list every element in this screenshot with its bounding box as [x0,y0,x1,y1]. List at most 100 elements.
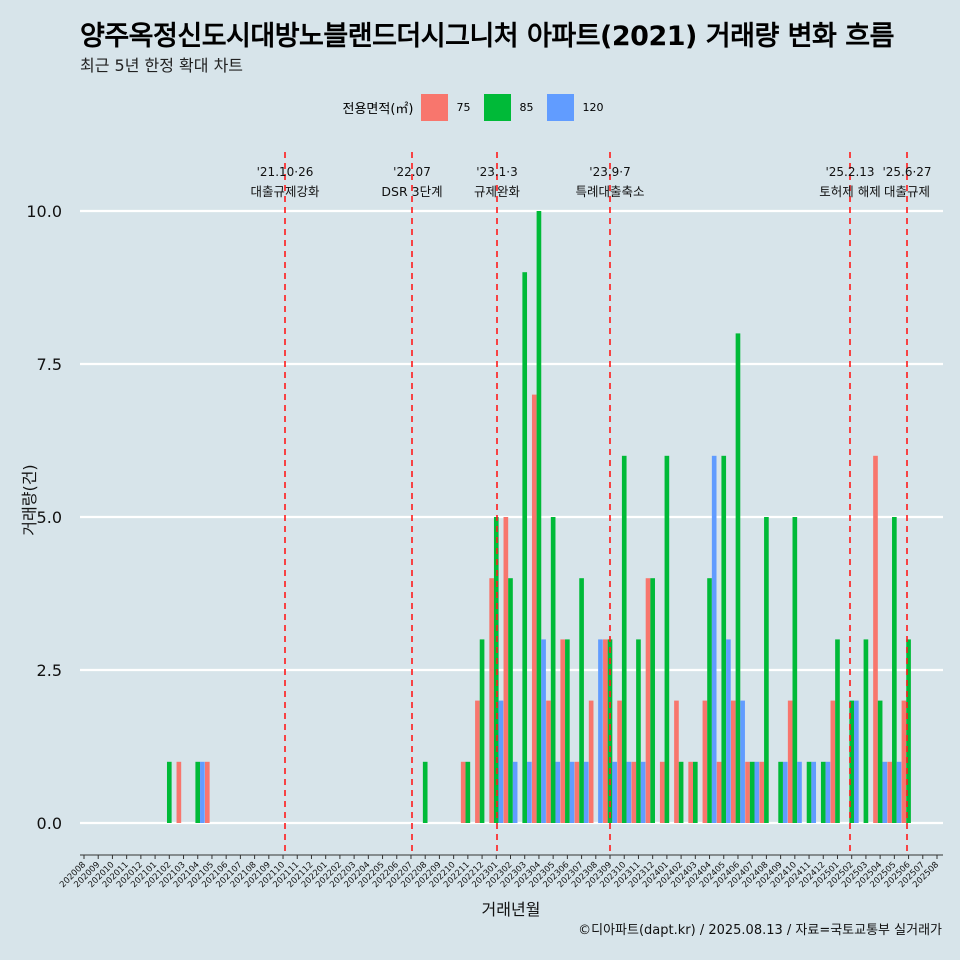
bar-75-202407 [745,761,750,823]
event-name-label: 대출규제 [884,184,930,199]
event-date-label: '21.10·26 [257,165,314,179]
bar-120-202405 [726,639,731,823]
bar-85-202401 [664,455,670,823]
bar-75-202401 [659,761,665,823]
bar-85-202302 [508,578,513,823]
legend-label-85: 85 [519,100,534,114]
bar-85-202309 [607,639,613,823]
bar-85-202410 [792,517,798,823]
legend-item-75: 75 [421,93,474,121]
bar-75-202410 [787,700,793,823]
bar-120-202410 [797,761,802,823]
bar-85-202311 [636,639,641,823]
event-date-label: '22.07 [393,165,431,179]
bar-75-202305 [546,700,551,823]
bar-120-202406 [740,700,745,823]
bar-85-202104 [195,761,201,823]
bar-85-202304 [536,211,542,823]
bar-120-202104 [200,761,205,823]
bar-120-202301 [498,700,504,823]
x-axis-title: 거래년월 [482,900,541,919]
bar-75-202506 [901,700,907,823]
bar-85-202208 [422,761,428,823]
bar-75-202310 [617,700,622,823]
bar-120-202505 [896,761,902,823]
bar-120-202304 [541,639,546,823]
source-caption: ©디아파트(dapt.kr) / 2025.08.13 / 자료=국토교통부 실… [578,923,942,938]
bar-120-202407 [754,761,760,823]
legend-label-120: 120 [582,100,604,114]
bar-75-202504 [873,455,878,823]
bar-85-202406 [735,333,741,823]
bar-85-202310 [621,455,627,823]
bar-120-202409 [782,761,788,823]
bar-85-202502 [849,700,855,823]
legend-key-85 [484,93,512,121]
bar-85-202403 [692,761,698,823]
legend-item-120: 120 [547,93,607,121]
chart-title: 양주옥정신도시대방노블랜드더시그니처 아파트(2021) 거래량 변화 흐름 [80,21,894,52]
bar-85-202211 [465,761,471,823]
bar-120-202502 [854,700,859,823]
event-name-label: 규제완화 [474,184,521,199]
bar-75-202103 [176,761,182,823]
legend: 전용면적(㎡) 75 85 120 [0,92,960,122]
y-tick-label: 5.0 [37,508,62,527]
event-date-label: '23.1·3 [476,165,517,179]
y-tick-label: 7.5 [37,355,62,374]
bar-75-202405 [716,761,722,823]
bar-120-202307 [583,761,589,823]
bar-85-202405 [721,455,727,823]
bar-85-202408 [764,517,769,823]
bar-85-202402 [678,761,684,823]
bar-75-202406 [731,700,736,823]
bar-75-202403 [688,761,693,823]
bar-75-202304 [531,394,537,823]
bar-75-202311 [631,761,637,823]
bar-75-202404 [702,700,708,823]
bar-120-202411 [811,761,817,823]
bar-75-202212 [475,700,480,823]
bar-120-202311 [640,761,646,823]
event-name-label: 특례대출축소 [575,184,644,199]
bar-75-202105 [204,761,210,823]
bar-85-202409 [778,761,783,823]
bar-75-202501 [830,700,836,823]
bar-75-202306 [560,639,566,823]
bar-75-202302 [503,517,509,823]
bar-85-202312 [650,578,655,823]
bar-85-202504 [877,700,883,823]
bar-120-202310 [626,761,632,823]
event-name-label: 토허제 해제 [819,184,880,199]
bar-120-202303 [527,761,532,823]
y-axis-title: 거래량(건) [20,464,39,535]
bar-120-202309 [612,761,617,823]
bar-75-202309 [603,639,608,823]
chart-subtitle: 최근 5년 한정 확대 차트 [80,56,244,75]
bar-75-202312 [645,578,651,823]
y-tick-label: 10.0 [26,202,62,221]
bar-85-202305 [550,517,556,823]
legend-label-75: 75 [456,100,471,114]
bar-85-202407 [749,761,755,823]
event-name-label: 대출규제강화 [250,184,320,199]
bar-75-202307 [574,761,580,823]
bar-75-202308 [588,700,594,823]
legend-key-120 [547,93,575,121]
bar-85-202501 [835,639,840,823]
bar-85-202307 [579,578,584,823]
bar-85-202303 [522,272,528,823]
bar-85-202503 [863,639,869,823]
bar-85-202411 [806,761,812,823]
bar-75-202408 [759,761,765,823]
event-date-label: '23.9·7 [589,165,630,179]
bar-120-202302 [512,761,518,823]
bar-120-202305 [555,761,561,823]
bar-85-202412 [820,761,826,823]
event-date-label: '25.2.13 [825,165,874,179]
y-tick-label: 0.0 [37,814,62,833]
event-name-label: DSR 3단계 [381,184,442,199]
bar-85-202404 [707,578,712,823]
bar-120-202306 [569,761,575,823]
